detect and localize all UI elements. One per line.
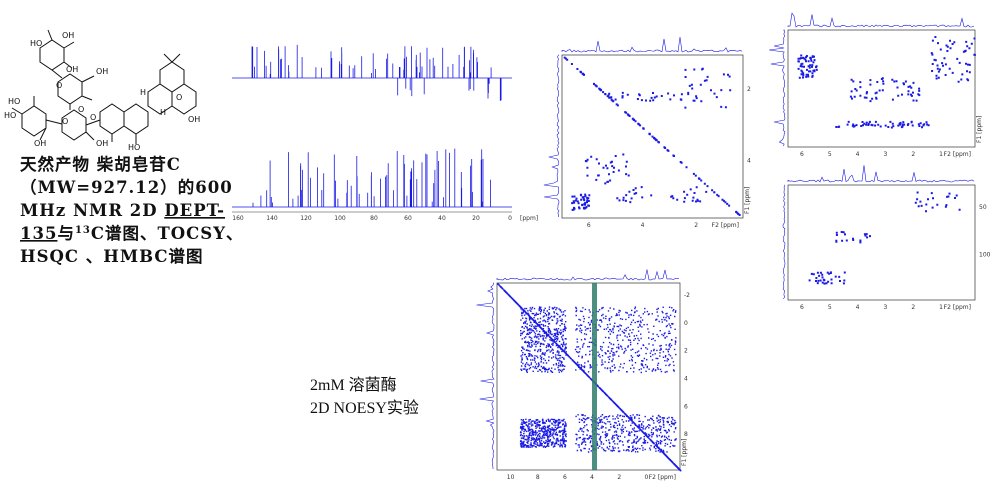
tick-label: 5 xyxy=(828,304,832,311)
atom-label: O xyxy=(56,81,62,90)
projection xyxy=(787,12,975,28)
atom-label: OH xyxy=(96,67,108,76)
tick-label: -2 xyxy=(684,292,690,299)
caption-part: 135 xyxy=(20,224,57,243)
caption-line: 天然产物 柴胡皂苷C xyxy=(20,154,181,174)
tick-label: 4 xyxy=(747,157,751,164)
tick-label: 2 xyxy=(617,474,621,481)
tick-label: 100 xyxy=(334,215,346,222)
tick-label: 40 xyxy=(438,215,446,222)
cross-peaks xyxy=(497,283,682,472)
cross-peaks xyxy=(563,56,741,216)
tick-label: 2 xyxy=(911,151,915,158)
tick-label: 8 xyxy=(684,431,688,438)
unit-label: F2 [ppm] xyxy=(944,151,971,158)
atom-label: O xyxy=(90,113,96,122)
spectrum-trace xyxy=(232,148,512,208)
caption-part: DEPT- xyxy=(164,201,225,220)
caption-line: HSQC 、HMBC谱图 xyxy=(20,246,204,266)
projection xyxy=(787,165,975,183)
tick-label: 2 xyxy=(694,222,698,229)
tick-label: 1 xyxy=(939,151,943,158)
tick-label: 0 xyxy=(684,320,688,327)
unit-label: F1 [ppm] xyxy=(976,116,983,143)
tick-label: 4 xyxy=(590,474,594,481)
tick-label: 120 xyxy=(300,215,312,222)
atom-label: O xyxy=(78,105,84,114)
tick-label: 0 xyxy=(645,474,649,481)
panel-frame xyxy=(787,184,976,301)
atom-label: OH xyxy=(188,115,200,124)
tick-label: 100 xyxy=(979,251,991,258)
tick-label: 140 xyxy=(266,215,278,222)
projection xyxy=(782,184,786,300)
atom-label: OH xyxy=(96,139,108,148)
atom-label: O xyxy=(62,117,68,126)
projection xyxy=(476,282,495,469)
tick-label: 1 xyxy=(939,304,943,311)
caption-sup: 13 xyxy=(75,225,91,236)
tick-label: 6 xyxy=(800,151,804,158)
caption-line: 135与13C谱图、TOCSY、 xyxy=(20,223,244,243)
tick-label: 6 xyxy=(563,474,567,481)
tick-label: 4 xyxy=(856,304,860,311)
atom-label: OH xyxy=(34,139,46,148)
tick-label: 80 xyxy=(370,215,378,222)
projection xyxy=(769,29,786,147)
caption-line: （MW=927.12）的600 xyxy=(20,177,233,197)
tick-label: 4 xyxy=(684,375,688,382)
noesy-label: 2mM 溶菌酶 xyxy=(310,376,397,394)
tick-label: 60 xyxy=(404,215,412,222)
tick-label: 8 xyxy=(536,474,540,481)
tick-label: 6 xyxy=(684,403,688,410)
projection xyxy=(561,36,743,53)
tick-label: 4 xyxy=(856,151,860,158)
tick-label: 3 xyxy=(884,151,888,158)
unit-label: F2 [ppm] xyxy=(712,222,739,229)
caption-part: C谱图、TOCSY、 xyxy=(91,223,244,243)
atom-label: HO xyxy=(4,111,16,120)
unit-label: [ppm] xyxy=(520,215,538,222)
tick-label: 6 xyxy=(800,304,804,311)
tick-label: 2 xyxy=(747,86,751,93)
atom-label: H xyxy=(160,108,166,117)
noesy-label: 2D NOESY实验 xyxy=(310,399,419,417)
tick-label: 160 xyxy=(232,215,244,222)
tick-label: 5 xyxy=(828,151,832,158)
caption-line: MHz NMR 2D DEPT- xyxy=(20,201,225,220)
atom-label: H xyxy=(140,88,146,97)
unit-label: F2 [ppm] xyxy=(944,304,971,311)
projection xyxy=(496,269,679,281)
tick-label: 20 xyxy=(472,215,480,222)
unit-label: F1 [ppm] xyxy=(681,439,688,466)
tick-label: 0 xyxy=(508,215,512,222)
unit-label: F2 [ppm] xyxy=(649,474,676,481)
atom-label: O xyxy=(176,93,182,102)
noise-band xyxy=(592,283,597,470)
tick-label: 6 xyxy=(587,222,591,229)
atom-label: HO xyxy=(8,97,20,106)
atom-label: HO xyxy=(128,143,140,152)
tick-label: 2 xyxy=(684,348,688,355)
atom-label: HO xyxy=(30,39,42,48)
projection xyxy=(543,54,560,218)
unit-label: F1 [ppm] xyxy=(744,187,751,214)
atom-label: OH xyxy=(62,31,74,40)
atom-label: OH xyxy=(66,65,78,74)
caption-part: 与 xyxy=(57,224,75,243)
caption-part: MHz NMR 2D xyxy=(20,201,164,220)
tick-label: 3 xyxy=(884,304,888,311)
tick-label: 10 xyxy=(507,474,515,481)
tick-label: 50 xyxy=(979,204,987,211)
spectrum-trace xyxy=(232,44,512,101)
tick-label: 2 xyxy=(911,304,915,311)
tick-label: 4 xyxy=(641,222,645,229)
structure xyxy=(11,29,197,144)
